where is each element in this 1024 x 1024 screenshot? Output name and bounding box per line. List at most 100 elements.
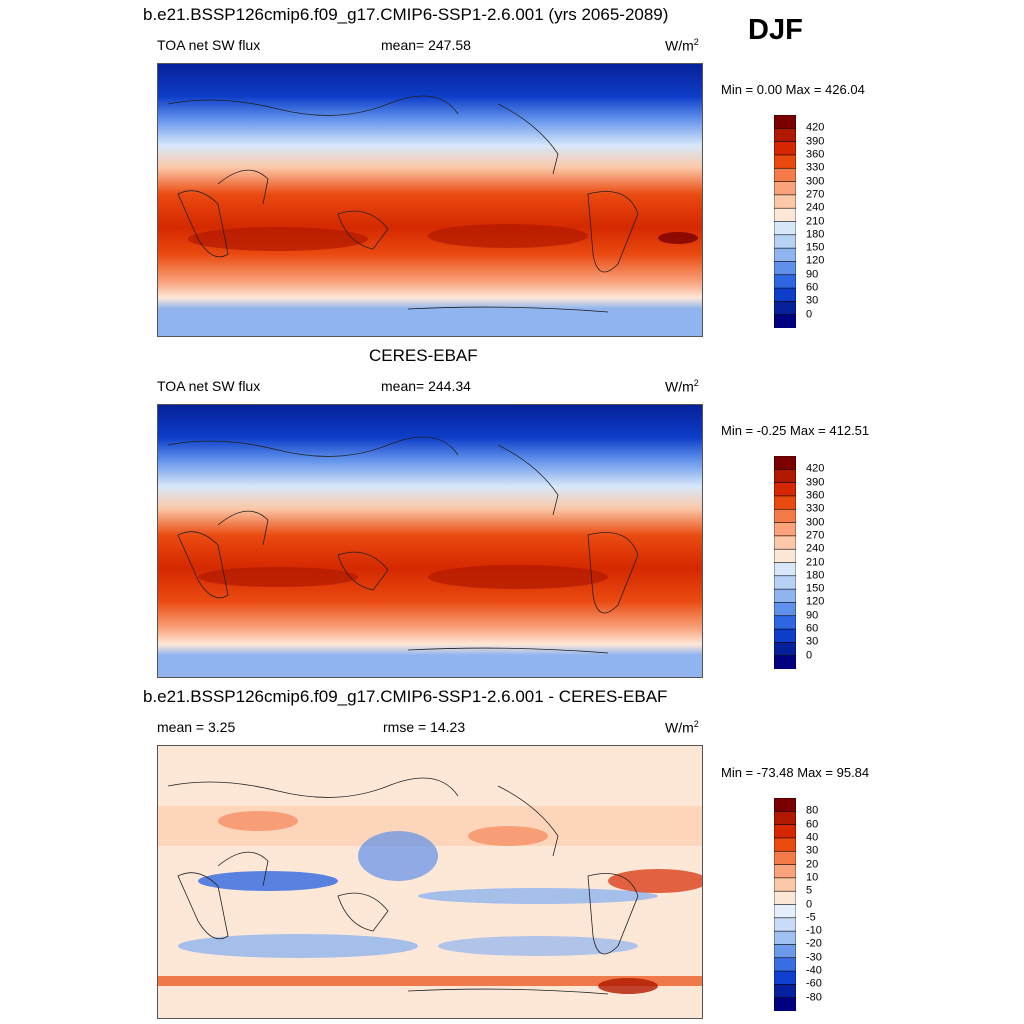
panel1-colorbar-label: 210 bbox=[806, 215, 825, 227]
panel1-colorbar-label: 30 bbox=[806, 294, 819, 307]
panel2-colorbar-label: 0 bbox=[806, 649, 813, 662]
panel1-colorbar-label: 240 bbox=[806, 201, 825, 214]
panel3-colorbar-label: -60 bbox=[806, 977, 822, 990]
panel1-colorbar-label: 120 bbox=[806, 254, 825, 267]
colorbar-swatch bbox=[774, 482, 796, 497]
colorbar-swatch bbox=[774, 655, 796, 669]
colorbar-swatch bbox=[774, 314, 796, 328]
panel1-units: W/m2 bbox=[665, 37, 699, 54]
colorbar-swatch bbox=[774, 837, 796, 852]
colorbar-swatch bbox=[774, 628, 796, 643]
panel1-colorbar-label: 360 bbox=[806, 148, 825, 161]
panel3-colorbar bbox=[774, 798, 796, 1011]
colorbar-swatch bbox=[774, 864, 796, 879]
panel1-map bbox=[157, 63, 703, 337]
panel2-colorbar-label: 420 bbox=[806, 462, 825, 475]
panel2-mean-label: mean= 244.34 bbox=[381, 378, 471, 394]
colorbar-swatch bbox=[774, 167, 796, 183]
panel3-colorbar-label: 10 bbox=[806, 871, 819, 884]
panel3-colorbar-label: -20 bbox=[806, 937, 822, 950]
panel1-colorbar-label: 300 bbox=[806, 175, 825, 188]
colorbar-swatch bbox=[774, 141, 796, 156]
colorbar-swatch bbox=[774, 207, 796, 223]
colorbar-swatch bbox=[774, 957, 796, 972]
colorbar-swatch bbox=[774, 247, 796, 263]
panel2-colorbar-label: 60 bbox=[806, 622, 819, 635]
colorbar-swatch bbox=[774, 115, 796, 129]
panel3-map bbox=[157, 745, 703, 1019]
panel1-colorbar-label: 0 bbox=[806, 308, 813, 321]
panel3-colorbar-label: 30 bbox=[806, 844, 819, 857]
panel1-colorbar bbox=[774, 115, 796, 328]
colorbar-swatch bbox=[774, 602, 796, 617]
panel3-colorbar-label: 80 bbox=[806, 804, 819, 817]
panel1-mean-label: mean= 247.58 bbox=[381, 37, 471, 53]
panel1-colorbar-label: 270 bbox=[806, 188, 825, 201]
panel2-colorbar-label: 300 bbox=[806, 516, 825, 529]
panel3-colorbar-label: -30 bbox=[806, 951, 822, 964]
panel3-colorbar-label: -10 bbox=[806, 924, 822, 937]
colorbar-swatch bbox=[774, 194, 796, 209]
colorbar-swatch bbox=[774, 301, 796, 316]
panel1-colorbar-label: 150 bbox=[806, 241, 825, 254]
panel2-colorbar-label: 180 bbox=[806, 569, 825, 582]
panel2-colorbar-label: 150 bbox=[806, 582, 825, 595]
colorbar-swatch bbox=[774, 522, 796, 537]
panel2-colorbar-label: 210 bbox=[806, 556, 825, 568]
colorbar-swatch bbox=[774, 824, 796, 839]
panel2-map bbox=[157, 404, 703, 678]
colorbar-swatch bbox=[774, 287, 796, 302]
colorbar-swatch bbox=[774, 811, 796, 826]
panel3-colorbar-label: 60 bbox=[806, 818, 819, 831]
colorbar-swatch bbox=[774, 274, 796, 289]
panel1-colorbar-label: 420 bbox=[806, 121, 825, 134]
panel2-title: CERES-EBAF bbox=[369, 346, 478, 365]
panel2-colorbar-label: 90 bbox=[806, 609, 819, 622]
panel2-colorbar-label: 360 bbox=[806, 489, 825, 502]
colorbar-swatch bbox=[774, 944, 796, 959]
panel2-minmax: Min = -0.25 Max = 412.51 bbox=[721, 423, 870, 438]
colorbar-swatch bbox=[774, 930, 796, 946]
colorbar-swatch bbox=[774, 548, 796, 564]
colorbar-swatch bbox=[774, 877, 796, 892]
panel2-colorbar-label: 390 bbox=[806, 476, 825, 489]
panel3-colorbar-label: -40 bbox=[806, 964, 822, 977]
colorbar-swatch bbox=[774, 890, 796, 906]
panel2-colorbar-label: 30 bbox=[806, 635, 819, 648]
colorbar-swatch bbox=[774, 917, 796, 932]
panel3-title: b.e21.BSSP126cmip6.f09_g17.CMIP6-SSP1-2.… bbox=[143, 687, 668, 706]
colorbar-swatch bbox=[774, 128, 796, 143]
colorbar-swatch bbox=[774, 456, 796, 470]
colorbar-swatch bbox=[774, 221, 796, 236]
panel3-colorbar-label: 20 bbox=[806, 858, 819, 871]
panel3-colorbar-label: 0 bbox=[806, 898, 813, 910]
panel1-colorbar-label: 60 bbox=[806, 281, 819, 294]
colorbar-swatch bbox=[774, 997, 796, 1011]
colorbar-swatch bbox=[774, 588, 796, 604]
colorbar-swatch bbox=[774, 904, 796, 919]
panel1-variable-label: TOA net SW flux bbox=[157, 37, 261, 53]
panel3-colorbar-label: -5 bbox=[806, 911, 816, 924]
panel3-colorbar-label: 40 bbox=[806, 831, 819, 844]
panel2-variable-label: TOA net SW flux bbox=[157, 378, 261, 394]
panel1-title: b.e21.BSSP126cmip6.f09_g17.CMIP6-SSP1-2.… bbox=[143, 5, 669, 24]
colorbar-swatch bbox=[774, 575, 796, 590]
panel1-colorbar-label: 330 bbox=[806, 161, 825, 174]
panel2-colorbar-label: 330 bbox=[806, 502, 825, 515]
panel1-colorbar-label: 390 bbox=[806, 135, 825, 148]
colorbar-swatch bbox=[774, 984, 796, 999]
season-label: DJF bbox=[748, 14, 803, 46]
panel3-units: W/m2 bbox=[665, 719, 699, 736]
panel2-colorbar bbox=[774, 456, 796, 669]
panel3-minmax: Min = -73.48 Max = 95.84 bbox=[721, 765, 870, 780]
panel1-colorbar-label: 90 bbox=[806, 268, 819, 281]
panel3-rmse-label: rmse = 14.23 bbox=[383, 719, 466, 735]
colorbar-swatch bbox=[774, 970, 796, 985]
colorbar-swatch bbox=[774, 154, 796, 169]
colorbar-swatch bbox=[774, 181, 796, 196]
panel3-colorbar-label: 5 bbox=[806, 884, 813, 897]
panel2-colorbar-label: 240 bbox=[806, 542, 825, 555]
colorbar-swatch bbox=[774, 535, 796, 550]
panel2-colorbar-label: 120 bbox=[806, 595, 825, 608]
panel3-colorbar-label: -80 bbox=[806, 991, 822, 1004]
